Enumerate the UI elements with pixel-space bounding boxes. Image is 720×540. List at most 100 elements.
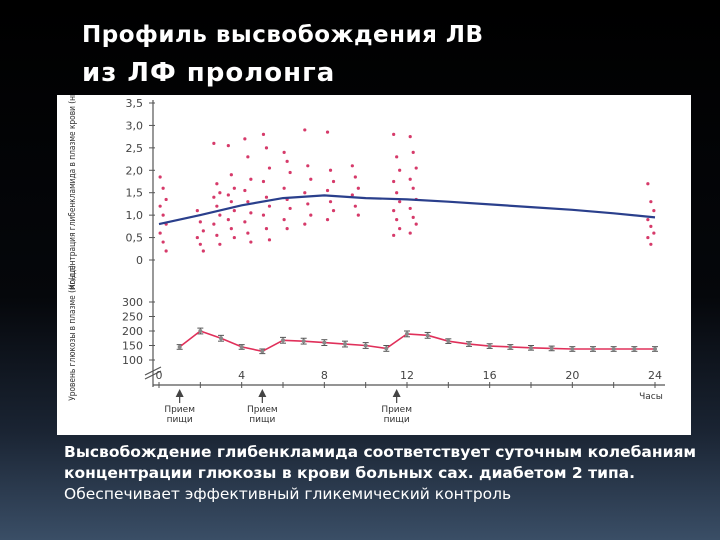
scatter-point xyxy=(411,150,415,154)
y-axis-label-top: Концентрация глибенкламида в плазме кров… xyxy=(67,95,78,290)
scatter-point xyxy=(649,224,653,228)
scatter-point xyxy=(285,227,289,231)
scatter-point xyxy=(198,220,202,224)
slide-caption: Высвобождение глибенкламида соответствуе… xyxy=(64,442,704,505)
scatter-point xyxy=(229,173,233,177)
glucose-point xyxy=(384,346,389,351)
glucose-point xyxy=(591,346,595,351)
scatter-point xyxy=(249,177,253,181)
scatter-point xyxy=(161,213,165,217)
meal-arrow-icon xyxy=(175,389,184,397)
scatter-point xyxy=(195,235,199,240)
scatter-point xyxy=(261,179,266,184)
scatter-point xyxy=(232,209,236,213)
meal-label: Прием xyxy=(164,405,195,415)
scatter-point xyxy=(331,179,336,184)
glucose-point xyxy=(570,346,575,351)
scatter-point xyxy=(408,177,412,181)
scatter-point xyxy=(646,235,650,240)
scatter-point xyxy=(649,200,653,204)
y-tick-label-top: 2,5 xyxy=(126,142,144,155)
scatter-point xyxy=(218,213,222,217)
scatter-point xyxy=(246,155,250,159)
scatter-point xyxy=(309,213,313,217)
scatter-point xyxy=(201,249,205,253)
x-tick-label: 20 xyxy=(565,369,579,382)
y-tick-label-top: 2,0 xyxy=(126,164,144,177)
glucose-point xyxy=(322,340,327,345)
scatter-point xyxy=(303,222,307,226)
slide-title-line2: из ЛФ пролонга xyxy=(82,58,336,88)
scatter-point xyxy=(649,242,653,246)
glucose-point xyxy=(632,346,637,351)
scatter-point xyxy=(350,193,354,197)
x-tick-label: 4 xyxy=(238,369,245,382)
glucose-point xyxy=(508,344,513,349)
scatter-point xyxy=(353,175,357,179)
scatter-point xyxy=(414,222,418,226)
y-tick-label-bottom: 100 xyxy=(122,354,143,367)
y-tick-label-top: 1,0 xyxy=(126,209,144,222)
scatter-point xyxy=(232,235,236,240)
scatter-point xyxy=(229,227,233,231)
scatter-point xyxy=(212,222,216,226)
scatter-point xyxy=(398,200,402,204)
scatter-point xyxy=(353,204,357,208)
scatter-point xyxy=(325,188,330,193)
scatter-point xyxy=(303,191,307,195)
x-tick-label: 24 xyxy=(648,369,662,382)
glucose-point xyxy=(343,342,347,347)
scatter-point xyxy=(356,186,360,190)
scatter-point xyxy=(309,177,313,181)
scatter-point xyxy=(395,155,399,159)
scatter-point xyxy=(243,220,247,224)
scatter-point xyxy=(249,211,253,215)
scatter-point xyxy=(306,164,310,168)
x-tick-label: 0 xyxy=(156,369,163,382)
scatter-point xyxy=(325,130,330,134)
scatter-point xyxy=(282,218,286,222)
scatter-point xyxy=(285,159,289,163)
slide-title-line1: Профиль высвобождения ЛВ xyxy=(82,22,484,48)
meal-label: пищи xyxy=(384,415,410,425)
y-axis-label-bottom: Уровень глюкозы в плазме (мг/дл) xyxy=(68,265,78,401)
glucose-point xyxy=(405,331,409,336)
glucose-point xyxy=(239,344,244,349)
scatter-point xyxy=(215,233,219,237)
scatter-point xyxy=(288,206,292,211)
meal-label: Прием xyxy=(381,405,412,415)
glucose-point xyxy=(198,329,203,333)
scatter-point xyxy=(392,209,396,213)
scatter-point xyxy=(328,168,333,172)
scatter-point xyxy=(411,215,415,219)
meal-arrow-icon xyxy=(258,389,267,397)
scatter-point xyxy=(306,202,310,206)
scatter-point xyxy=(652,231,656,235)
scatter-point xyxy=(395,218,399,222)
y-tick-label-bottom: 250 xyxy=(122,311,143,324)
scatter-point xyxy=(288,170,292,175)
y-tick-label-top: 3,5 xyxy=(126,97,144,110)
scatter-point xyxy=(408,135,412,139)
glucose-point xyxy=(260,349,265,354)
glucose-point xyxy=(281,338,285,343)
drug-concentration-line xyxy=(158,194,656,226)
scatter-point xyxy=(243,137,247,141)
scatter-point xyxy=(195,209,199,213)
scatter-point xyxy=(408,206,412,211)
scatter-point xyxy=(218,191,222,195)
glucose-line xyxy=(179,330,655,353)
scatter-point xyxy=(408,231,412,235)
scatter-point xyxy=(267,238,272,242)
glucose-point xyxy=(549,346,554,351)
scatter-point xyxy=(411,186,415,190)
glucose-point xyxy=(446,339,451,344)
glucose-point xyxy=(425,333,430,338)
meal-arrow-icon xyxy=(392,389,401,397)
scatter-point xyxy=(201,229,205,233)
scatter-point xyxy=(398,168,402,172)
scatter-point xyxy=(161,240,165,244)
scatter-point xyxy=(646,182,650,186)
scatter-point xyxy=(226,218,230,222)
scatter-point xyxy=(198,242,202,246)
